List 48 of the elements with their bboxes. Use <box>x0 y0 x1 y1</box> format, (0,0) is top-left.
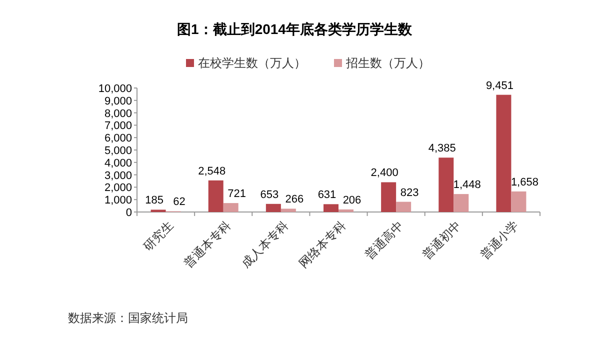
text: 1,448 <box>453 179 481 192</box>
bar <box>324 204 338 212</box>
y-tick-label: 2,000 <box>104 182 132 194</box>
text: 185 <box>145 194 164 207</box>
chart-title: 图1：截止到2014年底各类学历学生数 <box>177 21 413 37</box>
bar <box>438 158 454 212</box>
bar <box>280 208 296 212</box>
text: 823 <box>400 186 419 199</box>
source-note: 数据来源：国家统计局 <box>68 311 188 325</box>
bar <box>266 204 281 212</box>
y-tick-label: 4,000 <box>104 157 132 170</box>
x-tick-label: 普通本专科 <box>181 218 234 271</box>
y-tick-label: 10,000 <box>98 83 132 95</box>
y-tick-label: 6,000 <box>104 132 132 145</box>
text: 266 <box>285 194 304 206</box>
text: 721 <box>228 188 246 200</box>
x-tick-label: 网络本专科 <box>296 218 349 271</box>
x-tick-label: 普通小学 <box>477 218 522 262</box>
bar <box>208 180 224 212</box>
text: 653 <box>260 188 279 201</box>
bar <box>454 194 469 212</box>
text: 4,385 <box>428 142 456 155</box>
text: 9,451 <box>486 80 514 92</box>
x-tick-label: 普通高中 <box>362 218 406 262</box>
y-tick-label: 3,000 <box>104 170 132 182</box>
y-tick-label: 8,000 <box>104 108 132 120</box>
bar <box>338 209 354 212</box>
y-tick-label: 1,000 <box>104 194 132 207</box>
bar <box>223 203 238 212</box>
x-tick-label: 成人本专科 <box>238 218 292 271</box>
legend-label: 在校学生数（万人） <box>198 56 306 70</box>
text: 206 <box>342 194 362 206</box>
text: 1,658 <box>510 176 538 188</box>
text: 62 <box>173 196 186 208</box>
x-tick-label: 研究生 <box>140 218 176 254</box>
bar <box>396 202 412 212</box>
text: 631 <box>318 189 336 202</box>
bar <box>381 182 396 212</box>
y-tick-label: 0 <box>126 207 132 219</box>
bar <box>496 94 512 212</box>
text: 2,548 <box>198 165 226 178</box>
y-tick-label: 9,000 <box>104 95 132 108</box>
bar <box>511 191 526 212</box>
legend-label: 招生数（万人） <box>345 56 430 70</box>
y-tick-label: 7,000 <box>104 120 132 132</box>
x-tick-label: 普通初中 <box>420 218 464 262</box>
text: 2,400 <box>370 167 398 180</box>
y-tick-label: 5,000 <box>104 145 132 157</box>
